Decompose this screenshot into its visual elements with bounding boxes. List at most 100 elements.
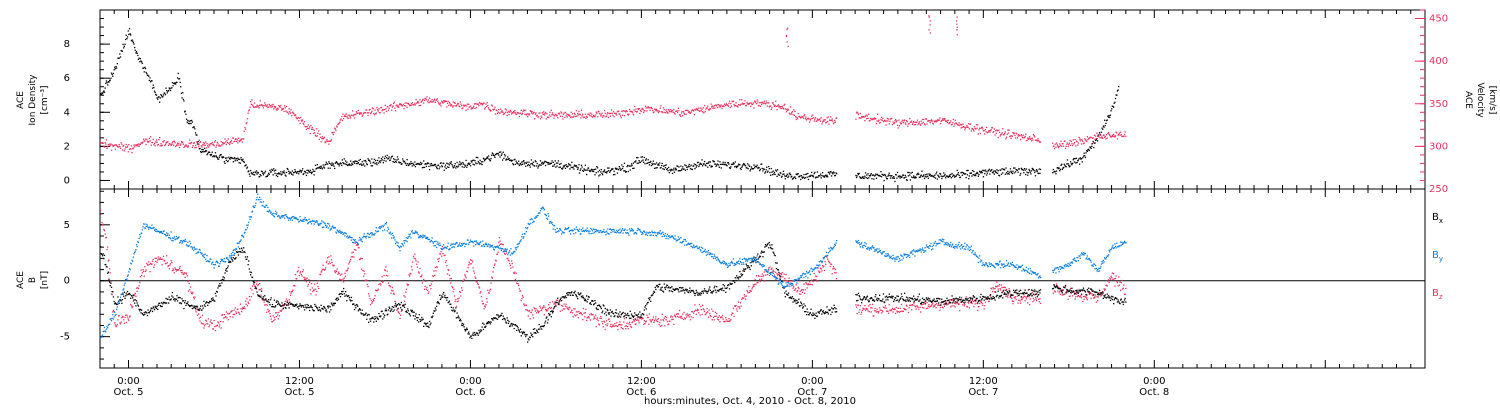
- velocity-series-point: [289, 111, 291, 113]
- ion-density-series-point: [616, 172, 619, 174]
- velocity-series-point: [596, 112, 598, 115]
- bz-series-point: [224, 316, 226, 319]
- bz-series-point: [735, 305, 737, 307]
- bz-series-point: [174, 267, 176, 269]
- bz-series-point: [264, 299, 267, 301]
- bz-series-point: [1032, 297, 1035, 300]
- bx-series-point: [111, 291, 113, 293]
- ion-density-series-point: [911, 171, 913, 174]
- ion-density-series-point: [1038, 168, 1040, 170]
- ion-density-series-point: [803, 173, 805, 176]
- bz-series-point: [494, 263, 496, 265]
- ion-density-series-point: [519, 162, 522, 165]
- bz-series-point: [648, 313, 651, 315]
- ion-density-series-point: [227, 160, 229, 162]
- velocity-series-point: [712, 107, 714, 109]
- bz-series-point: [411, 269, 413, 271]
- ion-density-series-point: [680, 165, 682, 167]
- ion-density-series-point: [168, 89, 170, 92]
- bz-series-point: [515, 272, 517, 275]
- bz-series-point: [750, 290, 752, 292]
- ion-density-series-point: [445, 167, 447, 170]
- velocity-series-point: [693, 110, 695, 112]
- ion-density-series-point: [646, 162, 648, 165]
- velocity-series-point: [679, 114, 681, 116]
- ion-density-series-point: [313, 174, 315, 176]
- bz-series-point: [1011, 297, 1013, 299]
- ion-density-series-point: [667, 170, 669, 172]
- velocity-series-point: [330, 139, 333, 141]
- ion-density-series-point: [732, 162, 735, 164]
- ion-density-series-point: [534, 160, 536, 162]
- bz-series-point: [538, 310, 540, 312]
- ion-density-series-point: [489, 160, 492, 162]
- velocity-series-point: [788, 112, 790, 114]
- ion-density-series-point: [337, 163, 340, 165]
- ion-density-series-point: [598, 169, 601, 172]
- velocity-series-point: [866, 118, 868, 120]
- ion-density-series-point: [573, 164, 576, 166]
- bz-series-point: [191, 292, 193, 295]
- ion-density-series-point: [434, 163, 436, 166]
- bz-series-point: [465, 277, 467, 279]
- ion-density-series-point: [219, 155, 221, 157]
- ion-density-series-point: [321, 168, 324, 170]
- bz-series-point: [808, 283, 810, 286]
- ion-density-series-point: [646, 162, 649, 164]
- velocity-series-point: [980, 127, 982, 130]
- ion-density-series-point: [872, 174, 874, 176]
- bz-series-point: [438, 257, 440, 260]
- velocity-series-point: [275, 106, 277, 108]
- ion-density-series-point: [784, 175, 786, 177]
- bz-series-point: [614, 323, 616, 325]
- ion-density-series-point: [657, 164, 659, 166]
- bz-series-point: [132, 305, 134, 308]
- velocity-series-point: [816, 118, 819, 120]
- bz-series-point: [962, 304, 964, 306]
- ion-density-series-point: [630, 163, 633, 165]
- velocity-series-point: [1108, 133, 1110, 135]
- bz-series-point: [473, 272, 476, 274]
- velocity-series-point: [622, 110, 624, 112]
- bz-series-point: [629, 324, 631, 326]
- bz-series-point: [662, 319, 665, 322]
- bz-series-point: [194, 309, 197, 311]
- ion-density-series-point: [230, 156, 233, 159]
- velocity-series-point: [424, 97, 426, 99]
- bz-series-point: [461, 287, 463, 289]
- ion-density-series-point: [477, 160, 479, 163]
- bz-series-point: [586, 319, 588, 322]
- velocity-series-point: [983, 130, 985, 132]
- bz-series-point: [100, 213, 102, 215]
- bz-series-point: [956, 299, 958, 301]
- bz-series-point: [393, 293, 395, 295]
- bz-series-point: [762, 275, 764, 278]
- velocity-series-point: [855, 118, 857, 120]
- ion-density-series-point: [457, 165, 460, 167]
- ion-density-series-point: [988, 168, 990, 170]
- bz-series-point: [431, 280, 433, 282]
- velocity-series-point: [796, 116, 798, 119]
- ion-density-series-point: [378, 160, 381, 162]
- ion-density-series-point: [943, 172, 945, 174]
- ion-density-series-point: [411, 165, 413, 167]
- ion-density-series-point: [713, 161, 715, 163]
- velocity-series-point: [637, 108, 640, 111]
- ion-density-series-point: [1070, 163, 1072, 165]
- ion-density-series-point: [965, 176, 967, 179]
- bz-series-point: [381, 276, 383, 278]
- ion-density-series-point: [779, 174, 781, 176]
- velocity-series-point: [1095, 137, 1097, 140]
- bz-series-point: [639, 317, 642, 320]
- bz-series-point: [605, 320, 608, 322]
- ion-density-series-point: [1094, 142, 1096, 144]
- bz-series-point: [380, 280, 383, 283]
- bz-series-point: [353, 248, 356, 251]
- bz-series-point: [1027, 289, 1029, 291]
- velocity-series-point: [273, 105, 275, 108]
- bz-series-point: [252, 293, 254, 295]
- bz-series-point: [178, 267, 181, 269]
- ion-density-series-point: [940, 175, 942, 177]
- ion-density-series-point: [716, 163, 719, 165]
- ion-density-series-point: [255, 170, 258, 172]
